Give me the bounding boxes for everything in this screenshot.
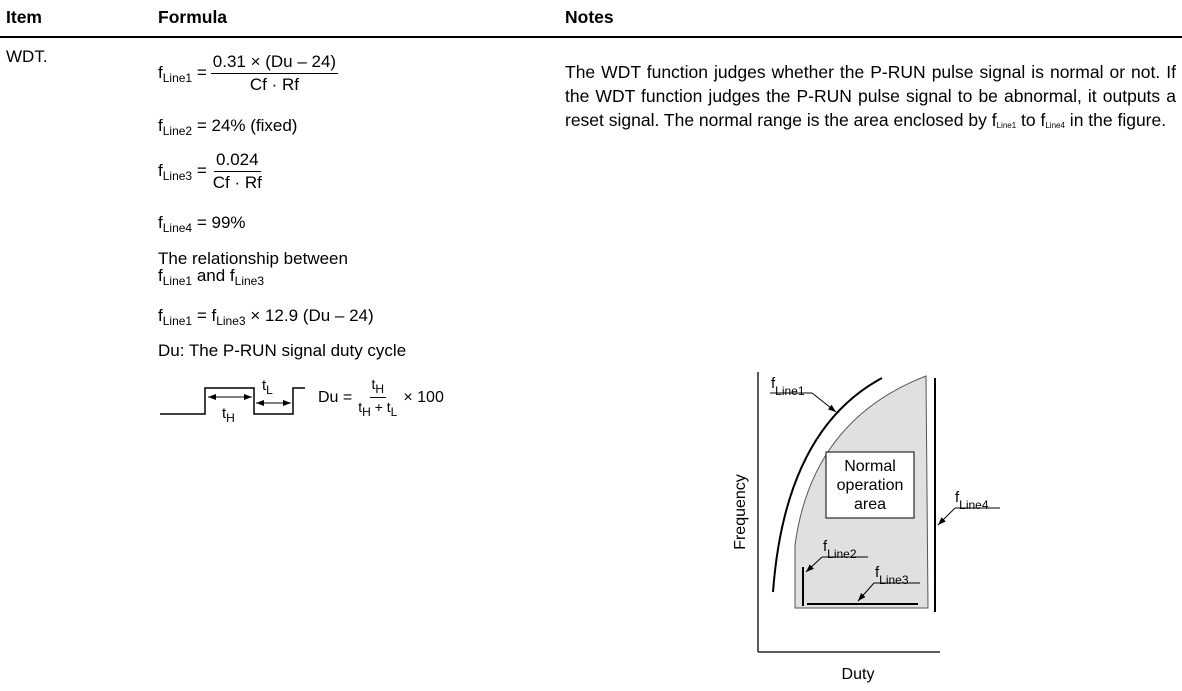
label-line4: fLine4 (955, 489, 989, 512)
subscript: Line1 (162, 274, 193, 288)
denominator: tH + tL (356, 398, 399, 419)
text-run: f (158, 160, 163, 180)
area-label: operation (837, 477, 904, 494)
t-low: tL (262, 377, 273, 397)
y-axis-label: Frequency (732, 474, 749, 550)
t-high: tH (222, 405, 235, 425)
lhs: fLine3 = (158, 161, 207, 183)
relation-formula: fLine1 = fLine3 × 12.9 (Du – 24) (158, 306, 374, 328)
text-run: in the figure. (1064, 110, 1167, 130)
subscript: Line3 (234, 274, 265, 288)
subscript: H (226, 411, 235, 425)
subscript: L (266, 383, 273, 397)
subscript: Line2 (827, 547, 857, 561)
subscript: Line1 (996, 121, 1017, 130)
leader (805, 556, 823, 573)
text-run: = (192, 62, 207, 82)
f-line1: fLine1 = 0.31 × (Du – 24) Cf · Rf (158, 52, 339, 95)
f-line2: fLine2 = 24% (fixed) (158, 116, 297, 138)
rhs: × 100 (403, 388, 444, 406)
text-run: t (262, 377, 267, 394)
numerator: 0.024 (214, 150, 261, 172)
f-line4: fLine4 = 99% (158, 213, 246, 235)
du-formula: Du = tH tH + tL × 100 (318, 376, 444, 419)
label-line1: fLine1 (771, 375, 805, 398)
leader (857, 582, 875, 602)
text-run: f (158, 306, 163, 325)
subscript: Line3 (879, 573, 909, 587)
subscript: Line4 (959, 498, 989, 512)
label-line3: fLine3 (875, 564, 909, 587)
text-run: = 99% (192, 213, 246, 232)
subscript: Line4 (1045, 121, 1065, 130)
area-label: area (854, 496, 886, 513)
text-run: f (158, 116, 163, 135)
relationship-2: fLine1 and fLine3 (158, 266, 264, 288)
f-line3: fLine3 = 0.024 Cf · Rf (158, 150, 264, 193)
lhs: Du = (318, 388, 353, 406)
curve-line1 (772, 377, 883, 593)
text-run: to f (1016, 110, 1046, 130)
text-run: t (222, 405, 227, 422)
pulse (160, 387, 305, 415)
text-run: and f (192, 266, 235, 285)
subscript: L (390, 405, 398, 419)
header-formula: Formula (158, 7, 228, 27)
text-run: f (158, 266, 163, 285)
header-item: Item (6, 7, 42, 27)
waveform (160, 387, 305, 415)
text-run: The WDT function judges whether the P-RU… (565, 62, 1176, 130)
subscript: Line4 (162, 221, 193, 235)
subscript: Line1 (162, 70, 193, 85)
numerator: 0.31 × (Du – 24) (210, 52, 339, 74)
denominator: Cf · Rf (249, 75, 299, 94)
text-run: f (158, 62, 163, 82)
text-run: t (358, 399, 363, 415)
denominator: Cf · Rf (212, 173, 262, 192)
header-rule (0, 36, 1182, 38)
numerator: tH (369, 376, 387, 398)
subscript: Line3 (162, 168, 193, 183)
item: WDT. (6, 47, 48, 66)
subscript: Line1 (162, 314, 193, 328)
fraction: 0.024 Cf · Rf (211, 150, 264, 193)
text-run: + t (370, 399, 391, 415)
text-run: f (875, 564, 880, 581)
text-run: f (158, 213, 163, 232)
label-line2: fLine2 (823, 538, 857, 561)
subscript: Line1 (775, 384, 805, 398)
text-run: = f (192, 306, 217, 325)
subscript: H (362, 405, 371, 419)
fraction: tH tH + tL (356, 376, 399, 419)
area-label: Normal (844, 458, 896, 475)
subscript: Line3 (216, 314, 246, 328)
lhs: fLine1 = (158, 63, 207, 85)
text-run: = 24% (fixed) (192, 116, 298, 135)
leader (937, 507, 956, 526)
header-notes: Notes (565, 7, 614, 27)
du-definition: Du: The P-RUN signal duty cycle (158, 341, 407, 360)
text-run: = (192, 160, 207, 180)
notes: The WDT function judges whether the P-RU… (565, 60, 1176, 138)
text-run: f (955, 489, 960, 506)
text-run: × 12.9 (Du – 24) (245, 306, 374, 325)
area-box (825, 451, 915, 519)
text-run: f (771, 375, 776, 392)
text-run: f (823, 538, 828, 555)
leader (811, 392, 837, 413)
fraction: 0.31 × (Du – 24) Cf · Rf (210, 52, 339, 95)
x-axis-label: Duty (842, 666, 875, 683)
text-run: t (371, 376, 376, 392)
subscript: Line2 (162, 124, 193, 138)
subscript: H (375, 382, 385, 396)
relationship-1: The relationship between (158, 249, 348, 268)
